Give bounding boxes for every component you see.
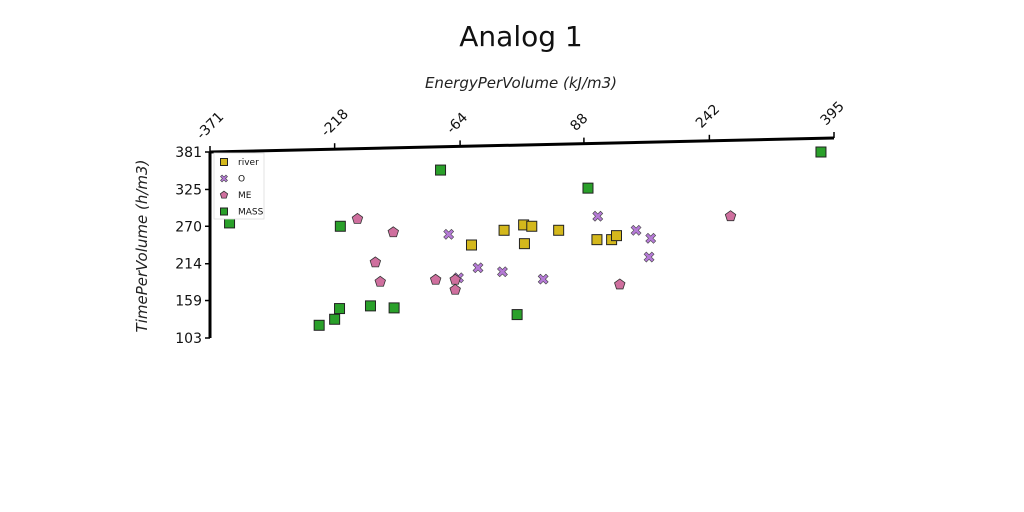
legend-items: river O ME MASS (219, 158, 264, 218)
data-point-mass (388, 302, 400, 314)
y-tick-label: 325 (175, 182, 202, 198)
data-point-me (724, 210, 737, 222)
data-points (224, 146, 827, 331)
y-tick-label: 214 (175, 257, 202, 273)
data-point-o (497, 266, 508, 278)
x-tick-label: -218 (318, 106, 352, 140)
data-point-me (429, 273, 442, 285)
data-point-o (472, 262, 484, 274)
legend-marker-me (219, 190, 229, 199)
data-point-river (526, 220, 538, 232)
legend-marker-o (220, 174, 228, 183)
data-point-mass (334, 220, 346, 232)
legend-marker-mass (220, 207, 228, 216)
x-tick-label: -64 (444, 110, 472, 138)
data-point-me (369, 256, 382, 268)
y-tick-label: 103 (175, 331, 202, 347)
y-axis-label: TimePerVolume (h/m3) (133, 160, 151, 333)
data-point-mass (334, 303, 346, 315)
x-tick-label: 395 (818, 99, 848, 129)
data-point-me (351, 212, 364, 224)
data-point-o (443, 228, 455, 240)
data-point-river (610, 230, 622, 242)
data-point-mass (582, 182, 594, 194)
y-tick-label: 159 (175, 294, 202, 310)
chart-title: Analog 1 (459, 20, 582, 53)
data-point-mass (815, 146, 827, 158)
data-point-me (374, 275, 386, 287)
data-point-o (537, 273, 549, 285)
data-point-mass (511, 309, 523, 321)
y-ticks: 381 325 270 214 159 103 (175, 145, 210, 347)
legend-label: ME (238, 191, 252, 201)
data-point-river (518, 238, 530, 250)
x-tick-label: 88 (567, 111, 591, 135)
data-point-mass (329, 313, 341, 325)
legend-label: river (238, 158, 259, 168)
data-point-river (498, 224, 510, 236)
x-axis-line (209, 136, 835, 154)
data-point-mass (435, 164, 447, 176)
x-axis-label: EnergyPerVolume (kJ/m3) (425, 74, 617, 92)
data-point-river (591, 234, 603, 246)
legend: river O ME MASS (213, 152, 265, 220)
legend-label: MASS (238, 208, 264, 218)
data-point-me (614, 278, 626, 290)
data-point-o (592, 210, 604, 222)
x-tick-label: 242 (693, 101, 723, 131)
data-point-river (553, 224, 565, 236)
data-point-mass (364, 300, 376, 312)
data-point-me (387, 226, 399, 238)
data-point-o (643, 251, 655, 263)
legend-marker-river (220, 158, 228, 166)
data-point-river (465, 239, 477, 251)
data-point-o (645, 232, 657, 244)
data-point-me (449, 283, 461, 295)
y-tick-label: 270 (175, 219, 202, 235)
legend-label: O (238, 175, 245, 185)
y-tick-label: 381 (175, 145, 202, 161)
x-tick-label: -371 (194, 109, 228, 143)
data-point-o (630, 224, 642, 236)
data-point-mass (313, 319, 325, 331)
data-point-mass (224, 217, 236, 229)
